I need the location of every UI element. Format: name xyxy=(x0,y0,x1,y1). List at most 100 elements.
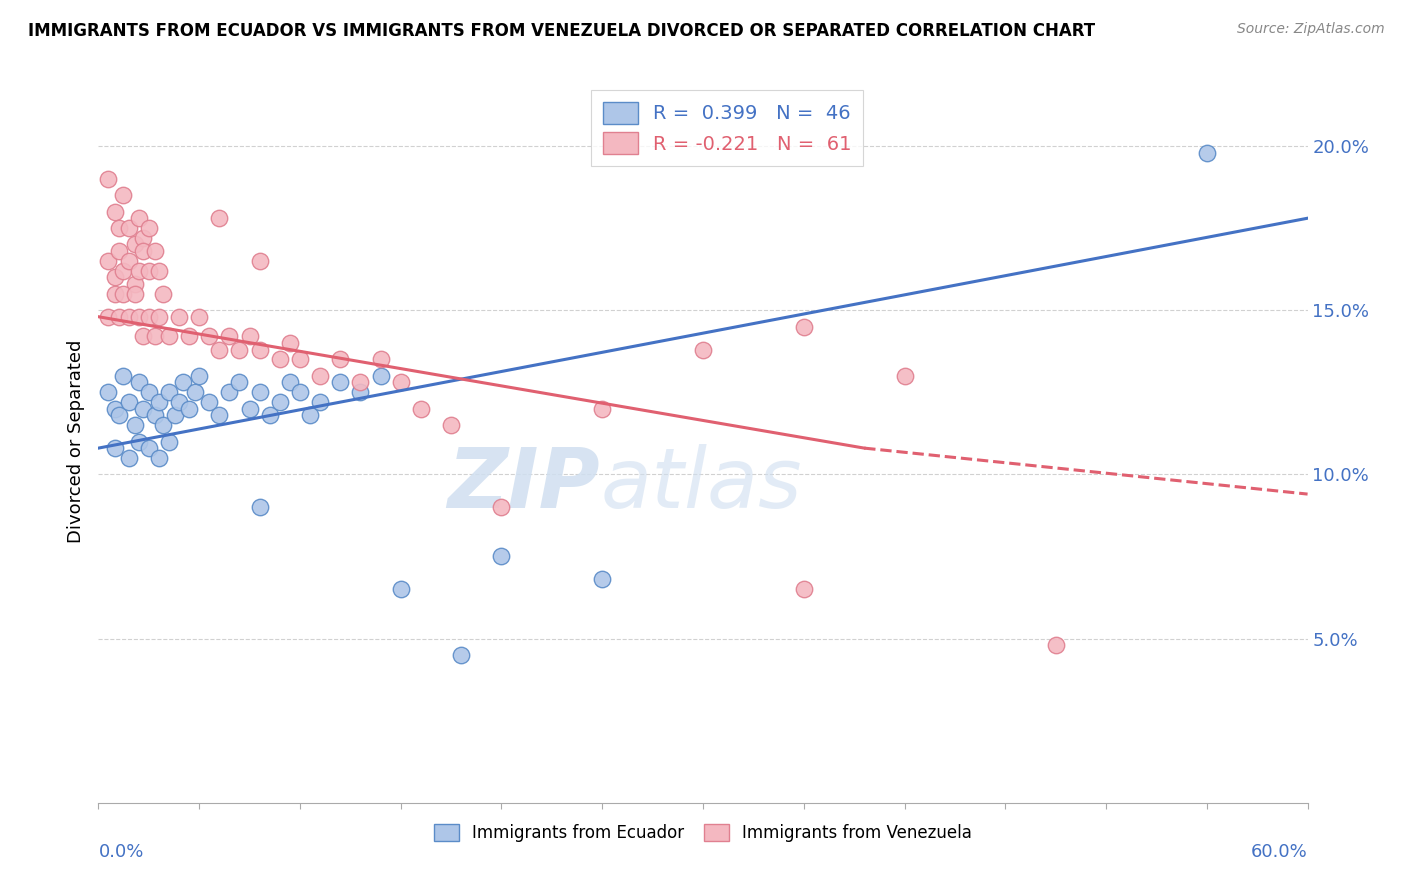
Point xyxy=(124,286,146,301)
Text: 0.0%: 0.0% xyxy=(98,843,143,861)
Point xyxy=(370,352,392,367)
Point xyxy=(107,409,129,423)
Point xyxy=(239,329,262,343)
Point xyxy=(288,352,311,367)
Point xyxy=(793,319,815,334)
Point xyxy=(1045,638,1067,652)
Point xyxy=(198,329,221,343)
Point xyxy=(228,376,250,390)
Point xyxy=(138,221,160,235)
Point xyxy=(208,211,231,226)
Point xyxy=(148,450,170,465)
Point xyxy=(249,500,271,515)
Point xyxy=(1195,145,1218,160)
Point xyxy=(239,401,262,416)
Point xyxy=(107,244,129,258)
Point xyxy=(370,368,392,383)
Point xyxy=(148,264,170,278)
Point xyxy=(793,582,815,597)
Text: atlas: atlas xyxy=(600,444,801,525)
Point xyxy=(124,277,146,291)
Point xyxy=(118,310,141,324)
Point xyxy=(157,434,180,449)
Point xyxy=(188,310,211,324)
Point xyxy=(103,441,125,455)
Point xyxy=(591,573,613,587)
Point xyxy=(491,500,513,515)
Point xyxy=(124,237,146,252)
Point xyxy=(893,368,915,383)
Point xyxy=(440,418,463,433)
Point xyxy=(148,395,170,409)
Point xyxy=(97,171,120,186)
Legend: Immigrants from Ecuador, Immigrants from Venezuela: Immigrants from Ecuador, Immigrants from… xyxy=(427,817,979,848)
Point xyxy=(152,418,174,433)
Point xyxy=(349,385,371,400)
Point xyxy=(409,401,432,416)
Point xyxy=(124,418,146,433)
Point xyxy=(128,211,150,226)
Point xyxy=(107,310,129,324)
Point xyxy=(167,310,190,324)
Point xyxy=(111,264,134,278)
Point xyxy=(249,343,271,357)
Point xyxy=(278,376,301,390)
Text: IMMIGRANTS FROM ECUADOR VS IMMIGRANTS FROM VENEZUELA DIVORCED OR SEPARATED CORRE: IMMIGRANTS FROM ECUADOR VS IMMIGRANTS FR… xyxy=(28,22,1095,40)
Point xyxy=(179,401,201,416)
Point xyxy=(132,401,155,416)
Point xyxy=(208,343,231,357)
Point xyxy=(111,188,134,202)
Point xyxy=(329,376,352,390)
Point xyxy=(288,385,311,400)
Point xyxy=(143,409,166,423)
Point xyxy=(259,409,281,423)
Point xyxy=(138,264,160,278)
Point xyxy=(138,385,160,400)
Point xyxy=(179,329,201,343)
Point xyxy=(143,329,166,343)
Text: Source: ZipAtlas.com: Source: ZipAtlas.com xyxy=(1237,22,1385,37)
Point xyxy=(128,434,150,449)
Point xyxy=(128,264,150,278)
Point xyxy=(111,286,134,301)
Point xyxy=(107,221,129,235)
Point xyxy=(269,352,291,367)
Point xyxy=(184,385,207,400)
Point xyxy=(103,270,125,285)
Point xyxy=(278,336,301,351)
Point xyxy=(389,582,412,597)
Point xyxy=(118,395,141,409)
Point xyxy=(148,310,170,324)
Point xyxy=(118,450,141,465)
Point xyxy=(249,385,271,400)
Point xyxy=(97,310,120,324)
Point xyxy=(269,395,291,409)
Point xyxy=(188,368,211,383)
Y-axis label: Divorced or Separated: Divorced or Separated xyxy=(66,340,84,543)
Point xyxy=(132,231,155,245)
Point xyxy=(692,343,714,357)
Point xyxy=(389,376,412,390)
Point xyxy=(491,549,513,564)
Point xyxy=(208,409,231,423)
Point xyxy=(167,395,190,409)
Point xyxy=(218,329,240,343)
Point xyxy=(198,395,221,409)
Point xyxy=(309,395,332,409)
Point xyxy=(128,376,150,390)
Point xyxy=(218,385,240,400)
Point xyxy=(132,329,155,343)
Point xyxy=(97,385,120,400)
Point xyxy=(103,286,125,301)
Point xyxy=(103,401,125,416)
Point xyxy=(157,385,180,400)
Point xyxy=(97,253,120,268)
Point xyxy=(111,368,134,383)
Point xyxy=(132,244,155,258)
Point xyxy=(349,376,371,390)
Point xyxy=(249,253,271,268)
Point xyxy=(118,221,141,235)
Point xyxy=(228,343,250,357)
Point xyxy=(172,376,194,390)
Point xyxy=(152,286,174,301)
